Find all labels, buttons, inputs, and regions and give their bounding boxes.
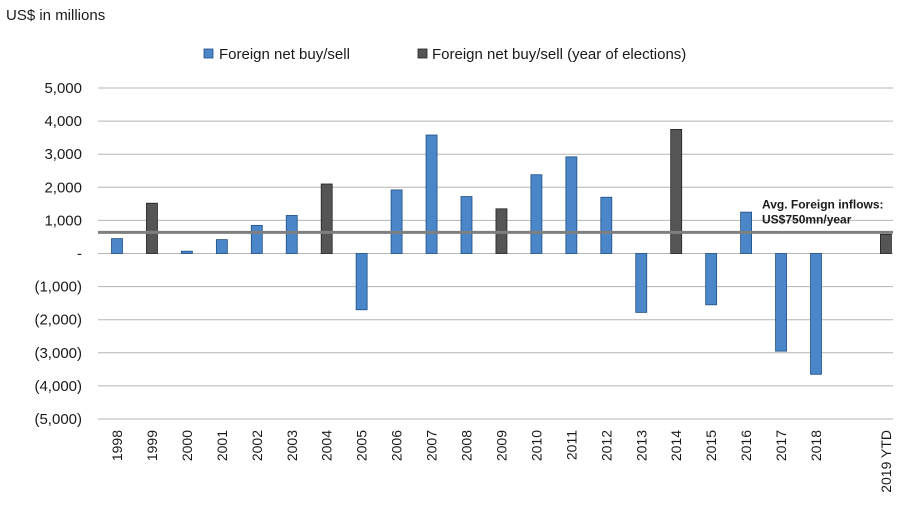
x-tick-label: 2010 [528, 430, 544, 461]
x-tick-label: 2003 [284, 430, 300, 461]
x-tick-label: 2005 [354, 430, 370, 461]
bar-foreign [460, 196, 473, 254]
x-tick-label: 2000 [179, 430, 195, 461]
x-tick-label: 2004 [319, 430, 335, 461]
y-tick-label: (4,000) [34, 378, 82, 395]
x-tick-label: 1998 [109, 430, 125, 461]
average-label-line2: US$750mn/year [762, 212, 852, 226]
bar-foreign [775, 253, 787, 352]
bar-foreign [635, 253, 648, 313]
x-tick-label: 2007 [424, 430, 440, 461]
legend-label-foreign: Foreign net buy/sell [219, 46, 350, 63]
x-tick-label: 2006 [389, 430, 405, 461]
y-axis-ticks: 5,000 4,000 3,000 2,000 1,000 - (1,000) (2,000)… [34, 80, 82, 428]
bar-foreign [180, 250, 193, 254]
y-tick-label: 2,000 [44, 179, 82, 196]
average-label-line1: Avg. Foreign inflows: [762, 197, 884, 211]
bar-foreign [215, 239, 228, 254]
y-tick-label: 3,000 [44, 146, 82, 163]
bar-election-year [880, 233, 892, 254]
x-tick-label: 2009 [493, 430, 509, 461]
y-tick-label: 1,000 [44, 212, 82, 229]
x-tick-label: 2014 [668, 430, 684, 461]
y-unit-label: US$ in millions [6, 7, 105, 24]
x-tick-label: 2018 [808, 430, 824, 461]
bar-foreign [810, 253, 822, 375]
x-tick-label: 2015 [703, 430, 719, 461]
bar-foreign [425, 134, 438, 254]
y-tick-label: (3,000) [34, 345, 82, 362]
bar-foreign [355, 253, 368, 311]
x-tick-label: 2019 YTD [878, 430, 894, 493]
bar-election-year [670, 128, 683, 254]
x-tick-label: 2008 [459, 430, 475, 461]
bar-foreign [285, 215, 298, 254]
bar-election-year [146, 202, 158, 254]
bars [111, 128, 892, 375]
legend-label-elections: Foreign net buy/sell (year of elections) [432, 46, 686, 63]
x-axis-ticks: 1998 1999 2000 2001 2002 2003 2004 2005 2006 2007… [109, 430, 894, 493]
y-tick-label: - [77, 246, 82, 263]
x-tick-label: 2002 [249, 430, 265, 461]
average-line-group: Avg. Foreign inflows: US$750mn/year [98, 197, 893, 234]
bar-election-year [320, 183, 333, 254]
x-tick-label: 2017 [773, 430, 789, 461]
bar-foreign [390, 189, 403, 254]
legend-swatch-foreign [203, 48, 214, 59]
legend: Foreign net buy/sell Foreign net buy/sel… [203, 46, 686, 63]
y-tick-label: (5,000) [34, 411, 82, 428]
gridlines [98, 87, 893, 420]
bar-foreign [250, 224, 263, 254]
bar-foreign [530, 174, 543, 254]
x-tick-label: 2013 [633, 430, 649, 461]
y-tick-label: 4,000 [44, 113, 82, 130]
bar-foreign [600, 196, 613, 254]
y-tick-label: (1,000) [34, 279, 82, 296]
bar-foreign [111, 238, 123, 254]
x-tick-label: 2001 [214, 430, 230, 461]
x-tick-label: 1999 [144, 430, 160, 461]
bar-foreign [705, 253, 718, 306]
legend-swatch-elections [417, 48, 428, 59]
x-tick-label: 2012 [598, 430, 614, 461]
y-tick-label: 5,000 [44, 80, 82, 97]
bar-foreign [565, 156, 578, 254]
x-tick-label: 2011 [563, 430, 579, 460]
y-tick-label: (2,000) [34, 312, 82, 329]
x-tick-label: 2016 [738, 430, 754, 461]
